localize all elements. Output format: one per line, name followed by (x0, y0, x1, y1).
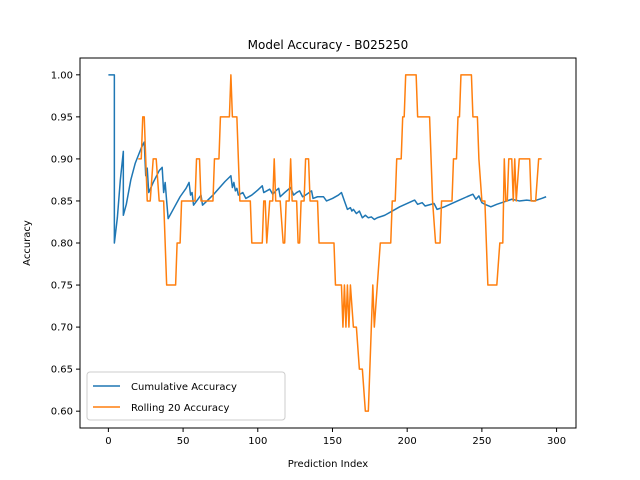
x-tick-label: 250 (472, 436, 491, 447)
y-ticks: 0.60 0.65 0.70 0.75 0.80 0.85 0.90 0.95 1.00 (51, 70, 80, 418)
x-ticks: 0 50 100 150 200 250 300 (105, 428, 566, 447)
y-tick-label: 0.90 (51, 154, 73, 165)
y-tick-label: 0.95 (51, 112, 73, 123)
x-tick-label: 300 (547, 436, 566, 447)
series-layer (108, 74, 547, 412)
y-tick-label: 0.60 (51, 407, 73, 418)
series-line-rolling-20-accuracy (138, 74, 542, 412)
legend-label-rolling: Rolling 20 Accuracy (131, 403, 229, 414)
y-tick-label: 1.00 (51, 70, 73, 81)
y-tick-label: 0.70 (51, 323, 73, 334)
y-tick-label: 0.75 (51, 281, 73, 292)
y-axis-label: Accuracy (22, 220, 33, 266)
x-tick-label: 150 (323, 436, 342, 447)
x-tick-label: 0 (105, 436, 111, 447)
legend-label-cumulative: Cumulative Accuracy (131, 382, 237, 393)
x-tick-label: 50 (177, 436, 190, 447)
y-tick-label: 0.80 (51, 239, 73, 250)
x-tick-label: 100 (248, 436, 267, 447)
legend-box (86, 371, 286, 421)
legend: Cumulative Accuracy Rolling 20 Accuracy (86, 371, 286, 421)
chart-title: Model Accuracy - B025250 (248, 38, 409, 52)
x-tick-label: 200 (398, 436, 417, 447)
x-axis-label: Prediction Index (288, 459, 368, 470)
y-tick-label: 0.65 (51, 365, 73, 376)
y-tick-label: 0.85 (51, 196, 73, 207)
